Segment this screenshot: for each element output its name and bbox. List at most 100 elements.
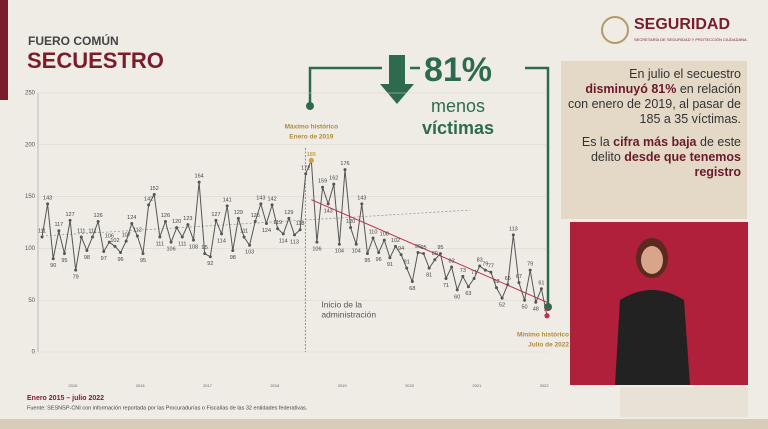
data-label: 52 — [499, 303, 505, 309]
data-label: 176 — [340, 161, 349, 167]
data-label: 95 — [420, 245, 426, 251]
point — [528, 268, 532, 272]
data-label: 120 — [346, 219, 355, 225]
point — [276, 227, 280, 231]
data-label: 62 — [493, 279, 499, 285]
point — [489, 270, 493, 274]
point — [236, 216, 240, 220]
data-label: 89 — [432, 251, 438, 257]
data-label: 172 — [301, 165, 310, 171]
point — [315, 240, 319, 244]
annotation: Julio de 2022 — [528, 342, 569, 349]
point — [371, 236, 375, 240]
annotation: Mínimo histórico — [517, 332, 569, 339]
point — [124, 239, 128, 243]
point — [51, 257, 55, 261]
data-label: 126 — [161, 213, 170, 219]
data-label: 129 — [234, 210, 243, 216]
data-label: 95 — [140, 258, 146, 264]
annotation: Máximo histórico — [285, 124, 338, 131]
data-label: 126 — [251, 213, 260, 219]
data-label: 118 — [296, 221, 305, 227]
point — [388, 256, 392, 260]
data-label: 68 — [409, 286, 415, 292]
point — [281, 232, 285, 236]
data-label: 111 — [77, 228, 85, 234]
data-label: 102 — [110, 238, 119, 244]
data-label: 127 — [211, 212, 220, 218]
title: SECUESTRO — [27, 48, 164, 73]
point — [332, 182, 336, 186]
data-label: 81 — [426, 273, 432, 279]
data-label: 113 — [509, 226, 518, 232]
point — [506, 283, 510, 287]
x-year-label: 2020 — [405, 383, 415, 388]
data-label: 67 — [516, 274, 522, 280]
point — [203, 252, 207, 256]
y-tick-label: 100 — [25, 246, 36, 252]
data-label: 71 — [443, 283, 449, 289]
point — [511, 233, 515, 237]
annotation: administración — [321, 309, 376, 319]
text: en relación con enero de 2019, al pasar … — [567, 82, 741, 126]
brand-sub: SECRETARÍA DE SEGURIDAD Y PROTECCIÓN CIU… — [634, 37, 747, 42]
interpreter-body — [615, 290, 690, 385]
data-label: 152 — [150, 186, 159, 192]
data-label: 117 — [54, 222, 63, 228]
point — [248, 243, 252, 247]
data-label: 95 — [61, 258, 67, 264]
data-label: 65 — [505, 276, 511, 282]
point — [62, 252, 66, 256]
point — [253, 219, 257, 223]
connector-dot — [306, 102, 314, 110]
point — [197, 180, 201, 184]
point — [438, 252, 442, 256]
point — [517, 281, 521, 285]
y-tick-label: 200 — [25, 142, 36, 148]
data-label: 142 — [144, 196, 153, 202]
point — [337, 242, 341, 246]
data-label: 48 — [533, 307, 539, 313]
x-year-label: 2018 — [270, 383, 280, 388]
data-label: 111 — [156, 241, 164, 247]
data-label: 106 — [105, 234, 114, 240]
point — [466, 285, 470, 289]
data-label: 35 — [544, 307, 550, 313]
point — [405, 266, 409, 270]
data-label: 90 — [50, 263, 56, 269]
data-label: 143 — [256, 195, 265, 201]
down-arrow — [380, 55, 414, 104]
data-label: 79 — [527, 262, 533, 268]
point — [534, 300, 538, 304]
data-label: 79 — [482, 262, 488, 268]
logo — [601, 16, 629, 44]
text: desde que tenemos registro — [624, 150, 741, 179]
x-year-label: 2019 — [338, 383, 348, 388]
trend-before — [41, 209, 471, 237]
paragraph: Es la cifra más baja de este delito desd… — [567, 135, 741, 180]
data-label: 95 — [437, 245, 443, 251]
data-label: 123 — [183, 216, 192, 222]
point — [264, 222, 268, 226]
data-label: 102 — [391, 238, 400, 244]
point — [416, 251, 420, 255]
data-label: 162 — [329, 176, 338, 182]
data-label: 63 — [465, 291, 471, 297]
point — [68, 218, 72, 222]
point — [422, 252, 426, 256]
point — [298, 228, 302, 232]
text-panel: En julio el secuestro disminuyó 81% en r… — [561, 61, 747, 219]
point — [152, 193, 156, 197]
point — [96, 219, 100, 223]
data-label: 104 — [335, 249, 344, 255]
point — [91, 235, 94, 239]
point — [186, 223, 190, 227]
point — [175, 226, 179, 230]
data-label: 50 — [521, 305, 527, 311]
point — [242, 235, 246, 239]
point — [180, 235, 184, 239]
point — [119, 251, 123, 255]
point — [113, 244, 117, 248]
data-label: 107 — [122, 233, 131, 239]
